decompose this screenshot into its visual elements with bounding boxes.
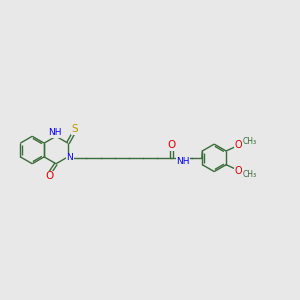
Text: N: N xyxy=(67,153,73,162)
Text: O: O xyxy=(234,140,242,150)
Text: S: S xyxy=(71,124,78,134)
Text: NH: NH xyxy=(176,157,190,166)
Text: NH: NH xyxy=(48,128,62,137)
Text: CH₃: CH₃ xyxy=(242,137,256,146)
Text: O: O xyxy=(45,171,54,181)
Text: O: O xyxy=(234,166,242,176)
Text: O: O xyxy=(167,140,175,150)
Text: CH₃: CH₃ xyxy=(242,169,256,178)
